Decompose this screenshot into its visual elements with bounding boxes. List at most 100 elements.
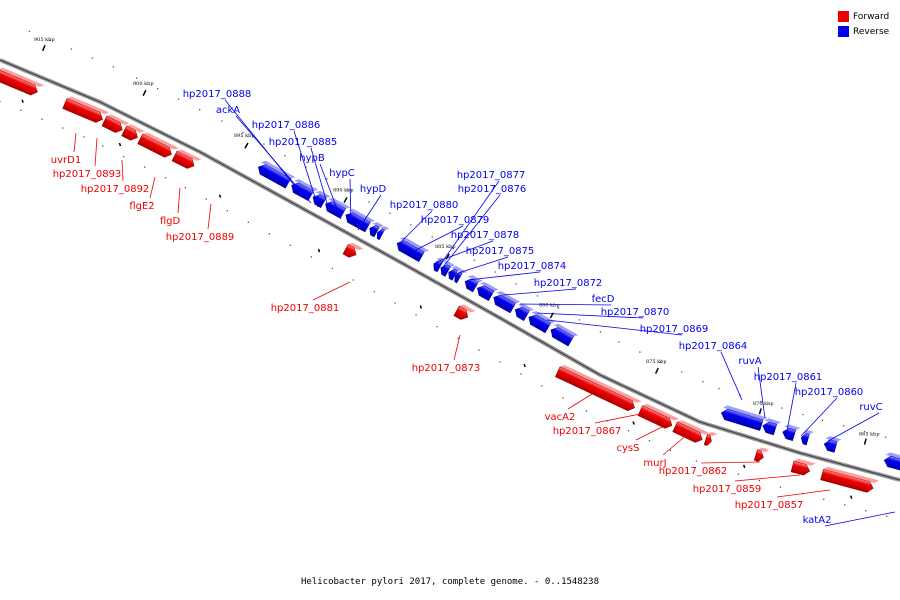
gene-fecD[interactable] (513, 302, 535, 323)
gene-label-hp2017_0875[interactable]: hp2017_0875 (466, 246, 535, 257)
gene-label-hp2017_0889[interactable]: hp2017_0889 (166, 232, 235, 243)
gene-label-vacA2[interactable]: vacA2 (545, 412, 576, 423)
gene-hp2017_0861[interactable] (781, 423, 801, 442)
gene-label-hp2017_0873[interactable]: hp2017_0873 (412, 363, 481, 374)
gene-label-hp2017_0872[interactable]: hp2017_0872 (534, 278, 603, 289)
kbp-tick-mark (758, 408, 762, 415)
gene-label-hp2017_0876[interactable]: hp2017_0876 (458, 184, 527, 195)
legend-forward-label: Forward (853, 11, 890, 22)
gene-hp2017_0867[interactable] (637, 402, 679, 431)
gene-label-hypD[interactable]: hypD (360, 184, 387, 195)
gene-leader-line (567, 393, 593, 410)
gene-label-hp2017_0864[interactable]: hp2017_0864 (679, 341, 748, 352)
gene-ruvC[interactable] (823, 435, 842, 453)
gene-hp2017_0857[interactable] (820, 466, 879, 495)
gene-label-ackA[interactable]: ackA (216, 105, 240, 116)
gene-hp2017_0881[interactable] (342, 241, 364, 261)
gene-leader-line (800, 397, 838, 437)
forward-swatch (838, 11, 849, 22)
gene-vacA2[interactable] (554, 364, 642, 415)
gene-flgD[interactable] (137, 131, 179, 161)
gene-label-hp2017_0862[interactable]: hp2017_0862 (659, 466, 728, 477)
gene-hp2017_0869[interactable] (548, 322, 579, 348)
gene-label-flgD[interactable]: flgD (160, 216, 181, 227)
gene-flgE2[interactable] (121, 123, 145, 144)
gene-leader-line (453, 334, 461, 361)
kbp-tick-label: 900 kbp (133, 81, 154, 87)
gene-hypC[interactable] (367, 220, 385, 238)
gene-leader-line (312, 281, 351, 301)
kbp-tick-mark-below (218, 194, 222, 198)
kbp-tick-mark (142, 89, 147, 96)
map-caption: Helicobacter pylori 2017, complete genom… (300, 577, 599, 587)
kbp-tick-label: 905 kbp (34, 37, 55, 43)
gene-label-hp2017_0861[interactable]: hp2017_0861 (754, 372, 823, 383)
kbp-tick-mark (41, 44, 46, 52)
gene-leader-line (435, 240, 494, 263)
gene-label-ruvA[interactable]: ruvA (738, 356, 761, 367)
gene-hp2017_0889[interactable] (171, 148, 202, 172)
gene-leader-line (519, 303, 612, 306)
kbp-tick-mark (863, 438, 867, 445)
gene-label-hp2017_0867[interactable]: hp2017_0867 (553, 426, 622, 437)
gene-murJ[interactable] (703, 431, 718, 448)
gene-label-katA2[interactable]: katA2 (803, 515, 832, 526)
gene-label-cysS[interactable]: cysS (617, 443, 640, 454)
gene-leader-line (94, 137, 98, 167)
gene-label-hp2017_0885[interactable]: hp2017_0885 (269, 137, 338, 148)
gene-label-hp2017_0878[interactable]: hp2017_0878 (451, 230, 520, 241)
gene-leader-line (700, 461, 761, 464)
gene-label-hp2017_0874[interactable]: hp2017_0874 (498, 261, 567, 272)
gene-hp2017_0892[interactable] (101, 113, 130, 136)
gene-label-hp2017_0860[interactable]: hp2017_0860 (795, 387, 864, 398)
gene-label-murJ[interactable]: murJ (643, 458, 666, 469)
gene-hypB[interactable] (343, 207, 376, 233)
gene-hp2017_0872[interactable] (491, 289, 521, 314)
gene-label-hp2017_0892[interactable]: hp2017_0892 (81, 184, 150, 195)
gene-hp2017_0862[interactable] (753, 446, 770, 463)
gene-hp2017_0864[interactable] (720, 404, 768, 431)
gene-label-hp2017_0893[interactable]: hp2017_0893 (53, 169, 122, 180)
gene-label-hp2017_0859[interactable]: hp2017_0859 (693, 484, 762, 495)
gene-hp2017_0860[interactable] (800, 429, 814, 446)
gene-label-hp2017_0880[interactable]: hp2017_0880 (390, 200, 459, 211)
gene-label-hp2017_0877[interactable]: hp2017_0877 (457, 170, 526, 181)
gene-label-ruvC[interactable]: ruvC (859, 402, 882, 413)
gene-label-hp2017_0870[interactable]: hp2017_0870 (601, 307, 670, 318)
gene-hp2017_0886[interactable] (310, 189, 331, 209)
gene-hp2017_0893[interactable] (62, 95, 110, 126)
gene-label-hp2017_0881[interactable]: hp2017_0881 (271, 303, 340, 314)
gene-katA2[interactable] (883, 452, 900, 472)
gene-label-hp2017_0888[interactable]: hp2017_0888 (183, 89, 252, 100)
gene-label-flgE2[interactable]: flgE2 (129, 201, 154, 212)
gene-leader-line (594, 413, 641, 424)
gene-label-hypB[interactable]: hypB (299, 153, 325, 164)
gene-ruvA[interactable] (761, 417, 782, 436)
gene-leader-line (536, 312, 644, 319)
gene-label-uvrD1[interactable]: uvrD1 (51, 155, 81, 166)
gene-hp2017_0888[interactable] (256, 159, 296, 190)
genome-backbone (0, 58, 900, 482)
gene-label-hypC[interactable]: hypC (329, 168, 355, 179)
gene-label-fecD[interactable]: fecD (592, 294, 615, 305)
gene-hypD[interactable] (375, 225, 390, 242)
gene-leader-line (635, 426, 663, 441)
gene-leader-line (467, 271, 541, 281)
gene-leader-line (207, 203, 212, 230)
gene-label-hp2017_0857[interactable]: hp2017_0857 (735, 500, 804, 511)
gene-hp2017_0859[interactable] (790, 458, 816, 478)
gene-hp2017_0874[interactable] (475, 280, 499, 302)
gene-label-hp2017_0886[interactable]: hp2017_0886 (252, 120, 321, 131)
gene-cysS[interactable] (672, 419, 710, 446)
legend: Forward Reverse (838, 9, 889, 39)
gene-leader-line (409, 225, 464, 254)
kbp-tick-mark-below (118, 142, 122, 147)
gene-hp2017_0880[interactable] (394, 235, 429, 263)
gene-hp2017_0873[interactable] (453, 303, 476, 324)
gene-leader-line (786, 382, 797, 432)
gene-label-hp2017_0869[interactable]: hp2017_0869 (640, 324, 709, 335)
gene-leader-line (349, 178, 352, 225)
gene-label-hp2017_0879[interactable]: hp2017_0879 (421, 215, 490, 226)
gene-uvrD1[interactable] (0, 66, 45, 98)
